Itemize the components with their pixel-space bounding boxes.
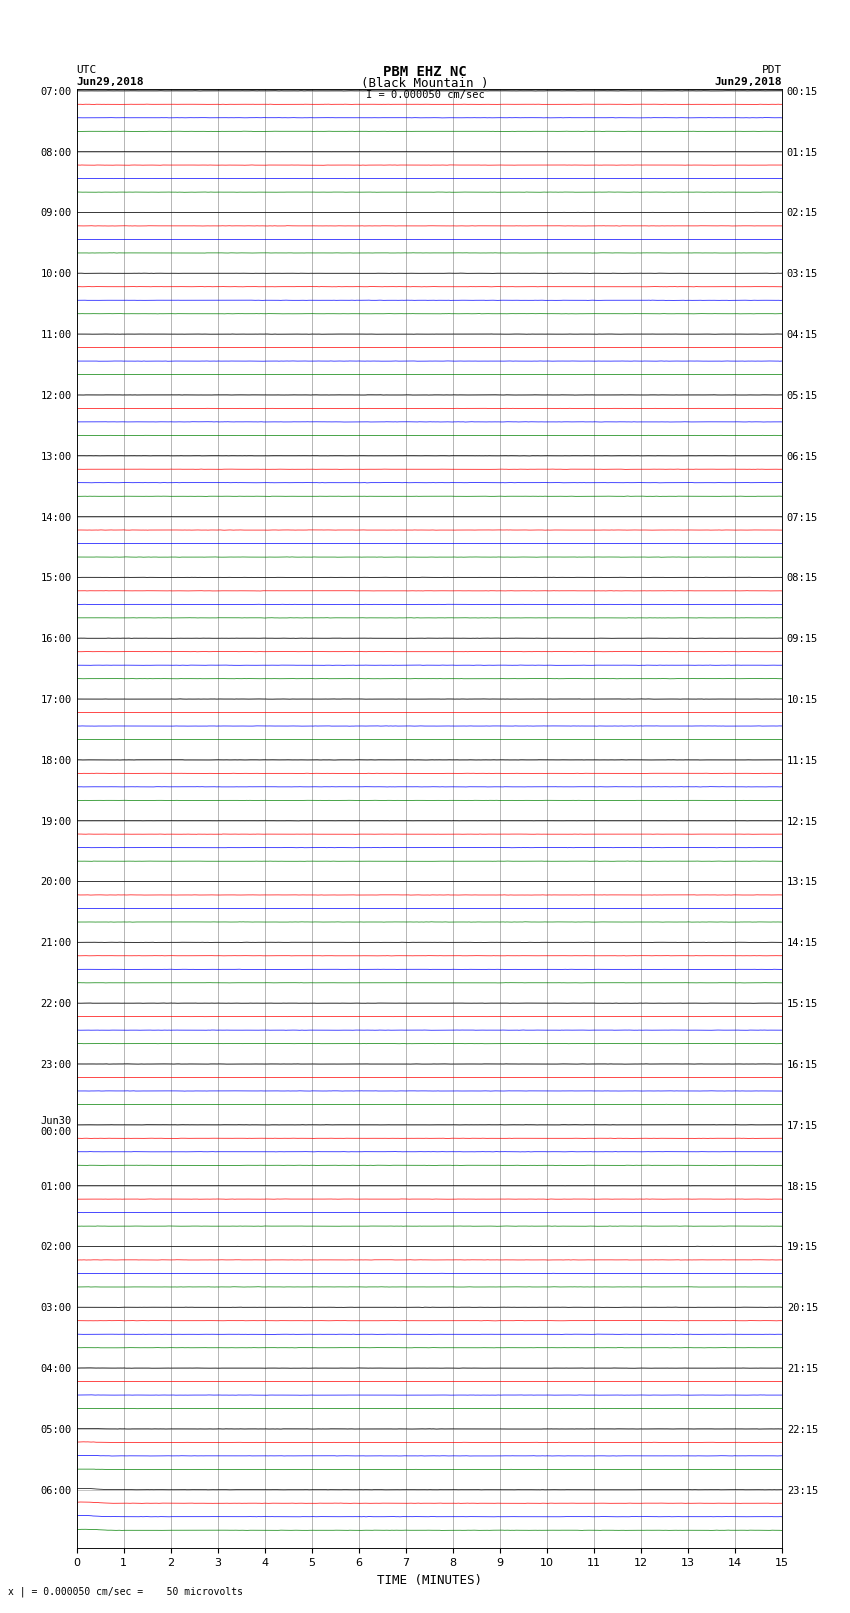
- X-axis label: TIME (MINUTES): TIME (MINUTES): [377, 1574, 482, 1587]
- Text: PBM EHZ NC: PBM EHZ NC: [383, 65, 467, 79]
- Text: Jun29,2018: Jun29,2018: [715, 77, 782, 87]
- Text: PDT: PDT: [762, 65, 782, 74]
- Text: UTC: UTC: [76, 65, 97, 74]
- Text: Jun29,2018: Jun29,2018: [76, 77, 144, 87]
- Text: (Black Mountain ): (Black Mountain ): [361, 77, 489, 90]
- Text: I = 0.000050 cm/sec: I = 0.000050 cm/sec: [366, 90, 484, 100]
- Text: x | = 0.000050 cm/sec =    50 microvolts: x | = 0.000050 cm/sec = 50 microvolts: [8, 1586, 243, 1597]
